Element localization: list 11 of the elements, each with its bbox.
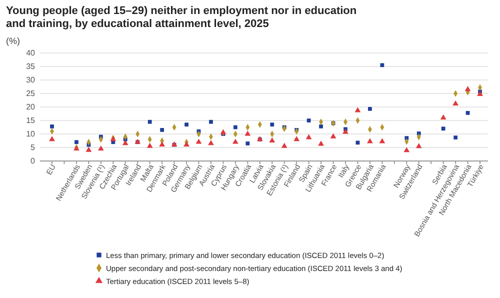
y-tick-label: 15 [26, 116, 36, 126]
y-tick-label: 0 [30, 156, 36, 166]
y-tick-label: 30 [26, 76, 36, 85]
y-tick-label: 10 [26, 130, 36, 139]
y-tick-label: 25 [26, 89, 36, 98]
y-tick-label: 5 [30, 143, 36, 152]
y-tick-label: 35 [26, 62, 36, 72]
y-tick-label: 40 [26, 48, 36, 58]
y-axis-title: (%) [6, 36, 20, 46]
chart-title: Young people (aged 15–29) neither in employment nor in education and training, by educational attainment level, 2025 [6, 5, 357, 30]
y-tick-label: 20 [26, 102, 36, 112]
